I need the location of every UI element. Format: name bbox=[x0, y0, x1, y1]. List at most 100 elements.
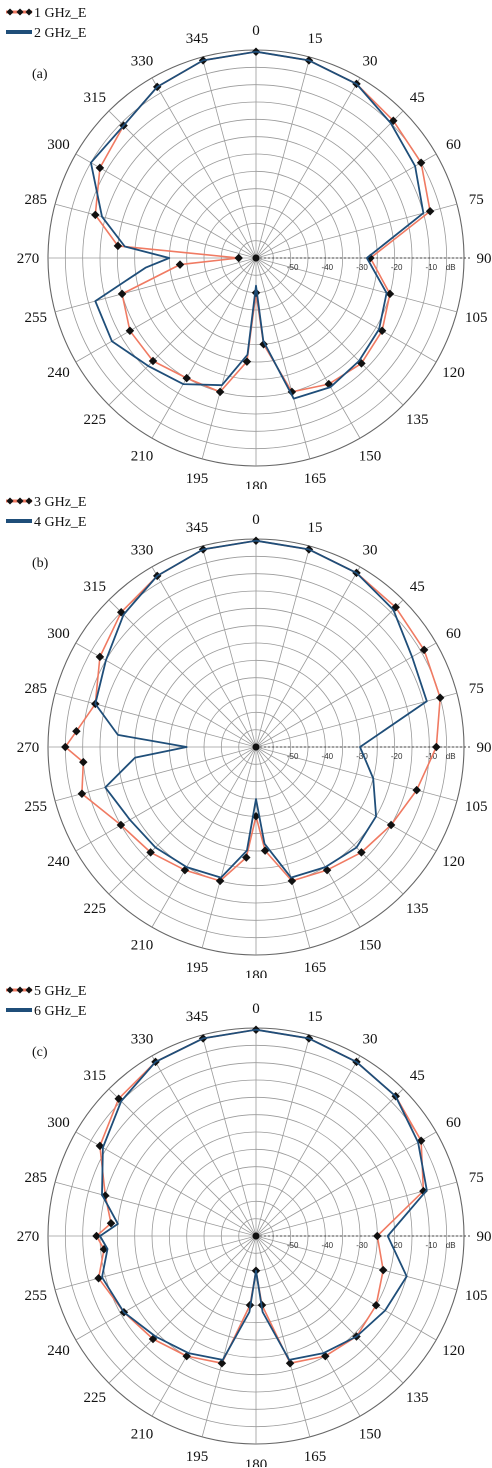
angle-tick-label: 195 bbox=[186, 1449, 209, 1465]
angle-tick-label: 105 bbox=[465, 1288, 488, 1304]
legend-marker bbox=[16, 497, 24, 505]
legend-item: 2 GHz_E bbox=[6, 26, 87, 41]
legend-marker bbox=[25, 497, 33, 505]
radial-tick-label: -30 bbox=[356, 752, 368, 761]
grid-spoke bbox=[54, 257, 257, 313]
legend-label: 3 GHz_E bbox=[34, 495, 87, 510]
series-blue bbox=[99, 1028, 428, 1361]
radial-tick-label: -40 bbox=[322, 263, 334, 272]
grid-spoke bbox=[201, 257, 257, 460]
grid-spoke bbox=[54, 692, 257, 748]
angle-tick-label: 315 bbox=[84, 579, 107, 595]
angle-tick-label: 75 bbox=[469, 1170, 484, 1186]
grid-spoke bbox=[75, 746, 257, 852]
angle-tick-label: 45 bbox=[410, 579, 425, 595]
grid-spoke bbox=[108, 110, 257, 259]
series-line bbox=[90, 50, 425, 400]
data-point bbox=[357, 848, 366, 857]
grid-spoke bbox=[255, 746, 437, 852]
angle-tick-label: 255 bbox=[25, 310, 48, 326]
data-point bbox=[242, 357, 252, 366]
data-point bbox=[287, 876, 297, 886]
grid-spoke bbox=[255, 1235, 361, 1417]
angle-tick-label: 180 bbox=[245, 968, 268, 978]
angle-tick-label: 225 bbox=[84, 412, 107, 428]
angle-tick-label: 60 bbox=[446, 626, 461, 642]
legend-marker bbox=[16, 986, 24, 994]
data-point bbox=[432, 742, 441, 752]
polar-grid bbox=[47, 1027, 470, 1445]
grid-spoke bbox=[255, 153, 437, 259]
angle-tick-label: 135 bbox=[406, 412, 429, 428]
data-point bbox=[91, 210, 100, 220]
grid-spoke bbox=[255, 566, 361, 748]
data-point bbox=[373, 1231, 382, 1241]
angle-tick-label: 105 bbox=[465, 799, 488, 815]
grid-spoke bbox=[255, 1055, 361, 1237]
angle-tick-label: 210 bbox=[131, 1426, 154, 1442]
grid-spoke bbox=[108, 599, 257, 748]
data-point bbox=[419, 645, 429, 655]
data-point bbox=[117, 289, 127, 299]
series-line bbox=[94, 539, 428, 879]
data-point bbox=[412, 785, 421, 795]
angle-tick-label: 240 bbox=[47, 1343, 70, 1359]
grid-spoke bbox=[255, 599, 404, 748]
angle-tick-label: 120 bbox=[442, 365, 465, 381]
grid-spoke bbox=[255, 257, 458, 313]
radial-tick-label: -30 bbox=[356, 263, 368, 272]
angle-tick-label: 30 bbox=[363, 1032, 378, 1048]
angle-tick-label: 90 bbox=[477, 1229, 492, 1245]
data-point bbox=[125, 326, 135, 336]
grid-spoke bbox=[255, 1088, 404, 1237]
grid-spoke bbox=[151, 1055, 257, 1237]
grid-spoke bbox=[255, 1235, 437, 1341]
grid-spoke bbox=[255, 203, 458, 259]
legend-label: 6 GHz_E bbox=[34, 1004, 87, 1019]
data-point bbox=[386, 820, 396, 830]
grid-spoke bbox=[255, 1235, 311, 1438]
grid-spoke bbox=[255, 77, 361, 259]
grid-spoke bbox=[108, 746, 257, 895]
angle-tick-label: 225 bbox=[84, 901, 107, 917]
angle-tick-label: 0 bbox=[252, 512, 260, 528]
radial-tick-label: -50 bbox=[287, 263, 299, 272]
angle-tick-label: 330 bbox=[131, 543, 154, 559]
data-point bbox=[371, 1301, 381, 1310]
grid-spoke bbox=[255, 746, 361, 928]
polar-chart-a: -50 -40 -30 -20 -10 dB 0 15 30 45 60 75 90 105 120 135 1… bbox=[0, 0, 492, 489]
grid-spoke bbox=[255, 746, 404, 895]
legend-marker bbox=[25, 986, 33, 994]
panel-label: (a) bbox=[32, 67, 48, 82]
radial-tick-label: -50 bbox=[287, 752, 299, 761]
angle-tick-label: 150 bbox=[359, 1426, 382, 1442]
legend-marker bbox=[6, 497, 14, 505]
legend-label: 2 GHz_E bbox=[34, 26, 87, 41]
angle-tick-label: 300 bbox=[47, 137, 70, 153]
legend: 1 GHz_E 2 GHz_E bbox=[6, 6, 87, 41]
angle-tick-label: 330 bbox=[131, 1032, 154, 1048]
angle-tick-label: 180 bbox=[245, 1457, 268, 1467]
grid-spoke bbox=[75, 257, 257, 363]
legend-item: 4 GHz_E bbox=[6, 515, 87, 530]
legend-item: 6 GHz_E bbox=[6, 1004, 87, 1019]
grid-spoke bbox=[75, 153, 257, 259]
angle-tick-label: 15 bbox=[308, 31, 323, 47]
grid-spoke bbox=[151, 257, 257, 439]
grid-spoke bbox=[108, 1235, 257, 1384]
angle-tick-label: 165 bbox=[304, 471, 327, 487]
data-point bbox=[72, 727, 81, 736]
angle-tick-label: 330 bbox=[131, 54, 154, 70]
data-point bbox=[106, 1219, 116, 1228]
grid-spoke bbox=[255, 545, 311, 748]
angle-tick-label: 60 bbox=[446, 137, 461, 153]
grid-spoke bbox=[255, 746, 458, 802]
grid-spoke bbox=[255, 1235, 404, 1384]
angle-tick-label: 315 bbox=[84, 1068, 107, 1084]
grid-spoke bbox=[255, 257, 437, 363]
angle-tick-label: 345 bbox=[186, 520, 209, 536]
angle-tick-label: 15 bbox=[308, 1009, 323, 1025]
center-point bbox=[252, 743, 260, 751]
angle-tick-label: 30 bbox=[363, 543, 378, 559]
